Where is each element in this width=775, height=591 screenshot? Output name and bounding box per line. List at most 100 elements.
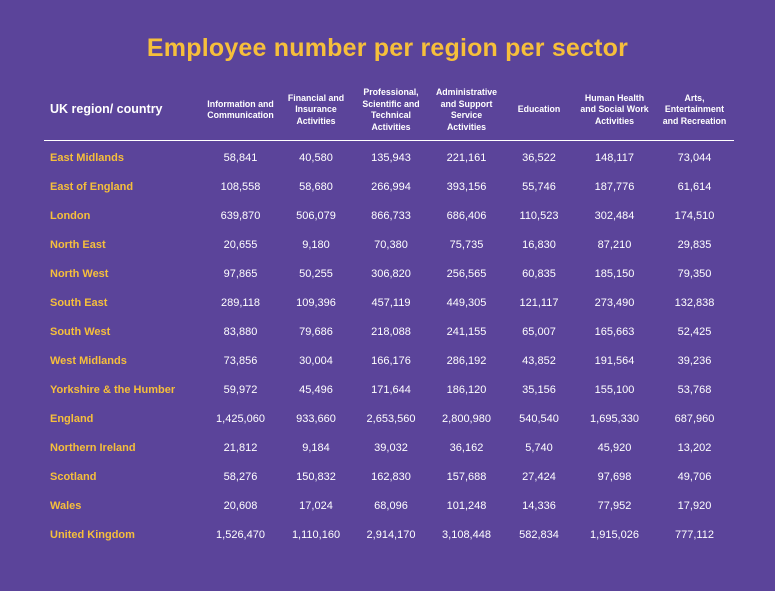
table-cell: 17,920	[677, 499, 712, 512]
table-row: North East 20,655 9,180 70,380 75,735 16,830 8…	[44, 230, 734, 259]
column-header: Arts, Entertainment and Recreation	[655, 80, 734, 141]
table-cell: 35,156	[522, 383, 556, 396]
table-cell: 9,184	[302, 441, 330, 454]
table-cell: 687,960	[674, 412, 715, 425]
table-row: England 1,425,060 933,660 2,653,560 2,800,98…	[44, 404, 734, 433]
table-cell: 53,768	[677, 383, 712, 396]
column-header: Professional, Scientific and Technical A…	[353, 80, 429, 141]
table-row: East of England 108,558 58,680 266,994 393,1…	[44, 172, 734, 201]
table-cell: 52,425	[677, 325, 712, 338]
table-cell: 61,614	[677, 180, 712, 193]
table-cell: 59,972	[223, 383, 258, 396]
table-cell: 457,119	[371, 296, 411, 309]
table-cell: 191,564	[594, 354, 635, 367]
table-cell: 68,096	[374, 499, 408, 512]
table-cell: 55,746	[522, 180, 556, 193]
region-label: London	[50, 209, 91, 222]
table-cell: 639,870	[220, 209, 261, 222]
table-row: London 639,870 506,079 866,733 686,406 110,52…	[44, 201, 734, 230]
table-header-row: UK region/ country Information and Commun…	[44, 80, 734, 141]
table-cell: 20,608	[223, 499, 258, 512]
table-cell: 1,425,060	[216, 412, 265, 425]
column-header-region: UK region/ country	[44, 80, 202, 141]
region-label: East Midlands	[50, 151, 124, 164]
table-row: United Kingdom 1,526,470 1,110,160 2,914,17…	[44, 520, 734, 549]
table-cell: 306,820	[371, 267, 411, 280]
table-cell: 121,117	[519, 296, 559, 309]
chart-title: Employee number per region per sector	[146, 34, 629, 62]
table-row: Wales 20,608 17,024 68,096 101,248 14,336 77,9…	[44, 491, 734, 520]
table-cell: 2,800,980	[442, 412, 491, 425]
table-cell: 16,830	[522, 238, 556, 251]
table-cell: 60,835	[522, 267, 556, 280]
table-cell: 2,653,560	[366, 412, 416, 425]
region-label: Scotland	[50, 470, 97, 483]
employee-table: UK region/ country Information and Commun…	[44, 80, 734, 549]
table-cell: 49,706	[677, 470, 712, 483]
table-cell: 13,202	[677, 441, 712, 454]
table-cell: 302,484	[594, 209, 635, 222]
table-cell: 36,162	[449, 441, 484, 454]
region-label: North West	[50, 267, 109, 280]
region-label: United Kingdom	[50, 528, 135, 541]
table-cell: 110,523	[519, 209, 559, 222]
table-cell: 157,688	[446, 470, 487, 483]
table-cell: 36,522	[522, 151, 556, 164]
table-cell: 79,686	[299, 325, 333, 338]
table-cell: 933,660	[296, 412, 336, 425]
table-cell: 109,396	[296, 296, 336, 309]
table-cell: 27,424	[522, 470, 556, 483]
table-cell: 266,994	[371, 180, 411, 193]
table-cell: 187,776	[594, 180, 635, 193]
table-cell: 185,150	[594, 267, 635, 280]
table-cell: 87,210	[597, 238, 632, 251]
table-cell: 289,118	[221, 296, 260, 309]
table-cell: 70,380	[374, 238, 408, 251]
table-cell: 3,108,448	[442, 528, 491, 541]
region-label: West Midlands	[50, 354, 127, 367]
table-cell: 83,880	[223, 325, 258, 338]
region-label: England	[50, 412, 94, 425]
table-cell: 1,526,470	[216, 528, 265, 541]
table-cell: 45,920	[597, 441, 632, 454]
table-cell: 162,830	[371, 470, 411, 483]
region-label: Wales	[50, 499, 82, 512]
table-cell: 135,943	[371, 151, 411, 164]
table-row: Scotland 58,276 150,832 162,830 157,688 27,42…	[44, 462, 734, 491]
region-label: Northern Ireland	[50, 441, 136, 454]
table-cell: 39,236	[677, 354, 712, 367]
column-header: Information and Communication	[202, 80, 279, 141]
table-cell: 393,156	[446, 180, 487, 193]
table-row: West Midlands 73,856 30,004 166,176 286,192 4…	[44, 346, 734, 375]
table-cell: 273,490	[594, 296, 635, 309]
table-cell: 171,644	[371, 383, 411, 396]
region-label: North East	[50, 238, 106, 251]
table-row: East Midlands 58,841 40,580 135,943 221,161 3…	[44, 141, 734, 173]
table-body: East Midlands 58,841 40,580 135,943 221,161 3…	[44, 141, 734, 550]
table-cell: 101,248	[446, 499, 487, 512]
table-row: South East 289,118 109,396 457,119 449,305 12…	[44, 288, 734, 317]
table-cell: 58,680	[299, 180, 333, 193]
table-cell: 75,735	[449, 238, 484, 251]
table-row: South West 83,880 79,686 218,088 241,155 65,0…	[44, 317, 734, 346]
column-header: Education	[504, 80, 574, 141]
table-cell: 21,812	[223, 441, 258, 454]
table-cell: 777,112	[675, 528, 714, 541]
table-cell: 5,740	[525, 441, 553, 454]
table-cell: 174,510	[674, 209, 715, 222]
region-label: East of England	[50, 180, 134, 193]
table-cell: 73,044	[677, 151, 712, 164]
table-cell: 108,558	[220, 180, 261, 193]
table-cell: 449,305	[446, 296, 487, 309]
table-cell: 2,914,170	[366, 528, 416, 541]
table-cell: 97,698	[597, 470, 632, 483]
table-cell: 1,915,026	[590, 528, 639, 541]
table-cell: 77,952	[597, 499, 632, 512]
table-cell: 165,663	[594, 325, 635, 338]
table-cell: 256,565	[446, 267, 487, 280]
table-cell: 132,838	[674, 296, 715, 309]
table-cell: 186,120	[446, 383, 487, 396]
table-cell: 166,176	[371, 354, 411, 367]
table-cell: 221,161	[446, 151, 487, 164]
table-cell: 50,255	[299, 267, 333, 280]
